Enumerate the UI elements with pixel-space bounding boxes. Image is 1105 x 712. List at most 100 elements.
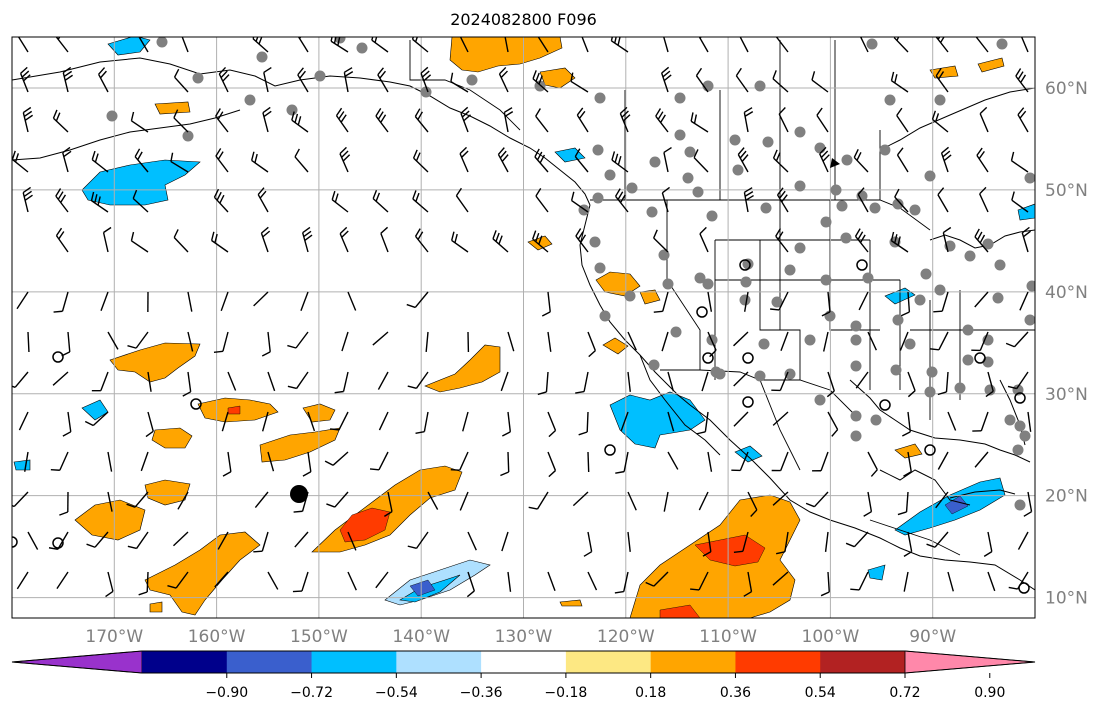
station-marker <box>850 334 862 346</box>
wind-barb <box>983 531 993 557</box>
colorbar-tick-label: −0.72 <box>290 685 333 701</box>
orange-area-nevada <box>639 289 661 305</box>
wind-barb <box>450 451 469 471</box>
wind-barb <box>130 111 149 133</box>
wind-barb <box>210 231 229 253</box>
wind-barb <box>378 411 389 431</box>
wind-barb <box>375 108 389 133</box>
wind-barb <box>667 451 679 470</box>
station-marker <box>592 144 604 156</box>
station-marker <box>739 294 751 306</box>
station-marker <box>982 356 994 368</box>
wind-barb <box>172 531 189 547</box>
open-station-marker <box>12 536 18 548</box>
colorbar-max-extension <box>904 650 1036 674</box>
wind-barb <box>107 451 113 472</box>
wind-barb <box>53 291 69 313</box>
station-marker <box>706 210 718 222</box>
wind-barb <box>504 37 509 53</box>
wind-barb <box>707 331 717 358</box>
wind-barb <box>411 37 429 53</box>
station-marker <box>862 272 874 284</box>
wind-barb <box>581 37 589 53</box>
open-station-marker <box>190 398 202 410</box>
station-marker <box>626 182 638 194</box>
longitude-labels: 170°W 160°W 150°W 140°W 130°W 120°W 110°W 100°W… <box>85 627 956 647</box>
wind-barb <box>853 149 869 173</box>
station-marker <box>814 394 826 406</box>
open-station-marker <box>1014 392 1026 404</box>
wind-barb <box>771 371 789 392</box>
wind-barb <box>743 291 749 312</box>
station-marker <box>814 142 826 154</box>
station-marker <box>1019 430 1031 442</box>
wind-barb <box>1027 411 1032 432</box>
wind-barb <box>528 491 549 510</box>
station-marker <box>662 278 674 290</box>
station-marker <box>794 242 806 254</box>
wind-barb <box>937 187 949 213</box>
wind-barb <box>733 411 749 427</box>
blue-area-4 <box>609 391 706 449</box>
wind-barb <box>971 331 989 352</box>
wind-barb <box>653 229 669 253</box>
wind-barb <box>743 107 754 133</box>
station-marker <box>594 262 606 274</box>
wind-barb <box>663 491 669 512</box>
wind-barb <box>820 571 830 597</box>
station-marker <box>804 334 816 346</box>
colorbar-tick-label: −0.18 <box>544 685 587 701</box>
wind-barb <box>947 571 954 592</box>
wind-barb <box>903 571 909 592</box>
station-marker <box>850 410 862 422</box>
wind-barb <box>867 451 878 477</box>
wind-barb <box>22 186 33 213</box>
wind-barb <box>263 66 272 93</box>
station-marker <box>850 430 862 442</box>
wind-barb <box>1011 191 1029 213</box>
blue-area-10 <box>867 564 886 581</box>
wind-barb <box>775 37 789 53</box>
wind-barb <box>572 491 589 507</box>
wind-barb <box>645 571 669 587</box>
station-marker <box>648 359 660 371</box>
orange-area-pac-2 <box>424 344 501 393</box>
wind-barb <box>173 68 189 93</box>
wind-barb <box>18 411 29 431</box>
wind-barb <box>1007 371 1029 390</box>
wind-barb <box>772 491 789 506</box>
wind-barb <box>772 149 789 173</box>
wind-barb <box>425 331 429 352</box>
wind-barb <box>302 451 312 477</box>
wind-barb <box>619 106 631 133</box>
wind-barb <box>182 371 192 397</box>
wind-barb <box>735 67 749 93</box>
wind-barb <box>1010 151 1029 173</box>
station-marker <box>692 186 704 198</box>
station-marker <box>934 284 946 296</box>
wind-barb <box>451 231 469 253</box>
wind-barb <box>412 190 429 213</box>
station-marker <box>914 294 926 306</box>
station-marker <box>594 92 606 104</box>
station-marker <box>599 310 611 322</box>
graticule <box>12 37 1035 618</box>
wind-barb <box>292 571 309 593</box>
wind-barb <box>91 371 109 392</box>
station-marker <box>649 156 661 168</box>
station-marker <box>1014 499 1026 511</box>
station-marker <box>850 360 862 372</box>
coastlines <box>12 57 1035 591</box>
wind-barb <box>253 531 269 553</box>
station-marker <box>624 290 636 302</box>
wind-barb <box>537 37 549 53</box>
wind-barb <box>663 37 669 53</box>
wind-barb <box>776 187 789 213</box>
station-marker <box>466 74 478 86</box>
wind-barb <box>501 531 509 552</box>
wind-barb <box>850 571 869 591</box>
wind-flag-marker <box>830 158 840 168</box>
station-marker <box>334 37 346 44</box>
chart-title: 2024082800 F096 <box>450 10 597 29</box>
open-station-marker <box>739 259 751 271</box>
